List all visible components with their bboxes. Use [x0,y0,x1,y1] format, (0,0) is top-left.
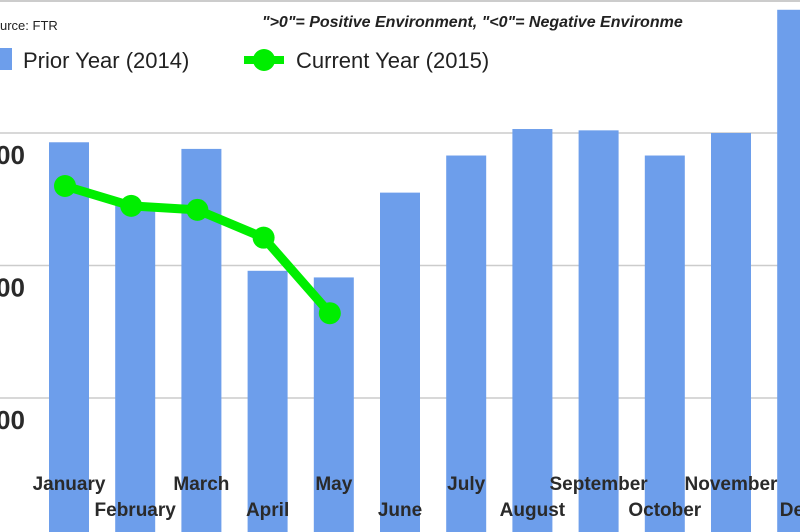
bar-april [247,270,288,532]
source-label: urce: FTR [0,18,58,33]
x-tick-label: February [95,500,177,521]
bar-june [380,192,420,532]
legend-label-current: Current Year (2015) [296,48,489,73]
legend-label-prior: Prior Year (2014) [23,48,189,73]
bar-november [711,133,751,532]
x-tick-label: June [378,500,422,521]
bar-february [115,204,156,532]
bar-august [512,129,553,532]
legend-swatch-current-marker [253,49,275,71]
current-year-point [120,194,143,217]
legend: Prior Year (2014) Current Year (2015) [0,48,489,73]
x-tick-label: August [500,500,566,521]
bar-january [49,142,89,532]
current-year-point [54,175,76,197]
x-tick-label: April [246,500,289,521]
bar-dec [777,9,800,532]
x-tick-label: May [315,474,352,495]
y-tick-label: 00 [0,405,25,435]
bar-july [446,155,487,532]
current-year-point [318,302,341,325]
bar-october [644,155,685,532]
x-tick-label: July [447,474,485,495]
x-tick-label: October [628,500,701,521]
legend-swatch-prior [0,48,12,70]
y-tick-label: 00 [0,140,25,170]
x-tick-label: November [685,474,779,495]
x-tick-label: Dec [780,500,800,521]
x-tick-label: January [33,474,106,495]
x-tick-label: March [173,474,229,495]
y-tick-label: 00 [0,273,25,303]
x-tick-label: September [549,474,648,495]
current-year-point [186,198,209,221]
annotation: ">0"= Positive Environment, "<0"= Negati… [262,14,683,31]
bar-september [578,130,619,532]
current-year-point [252,226,275,249]
